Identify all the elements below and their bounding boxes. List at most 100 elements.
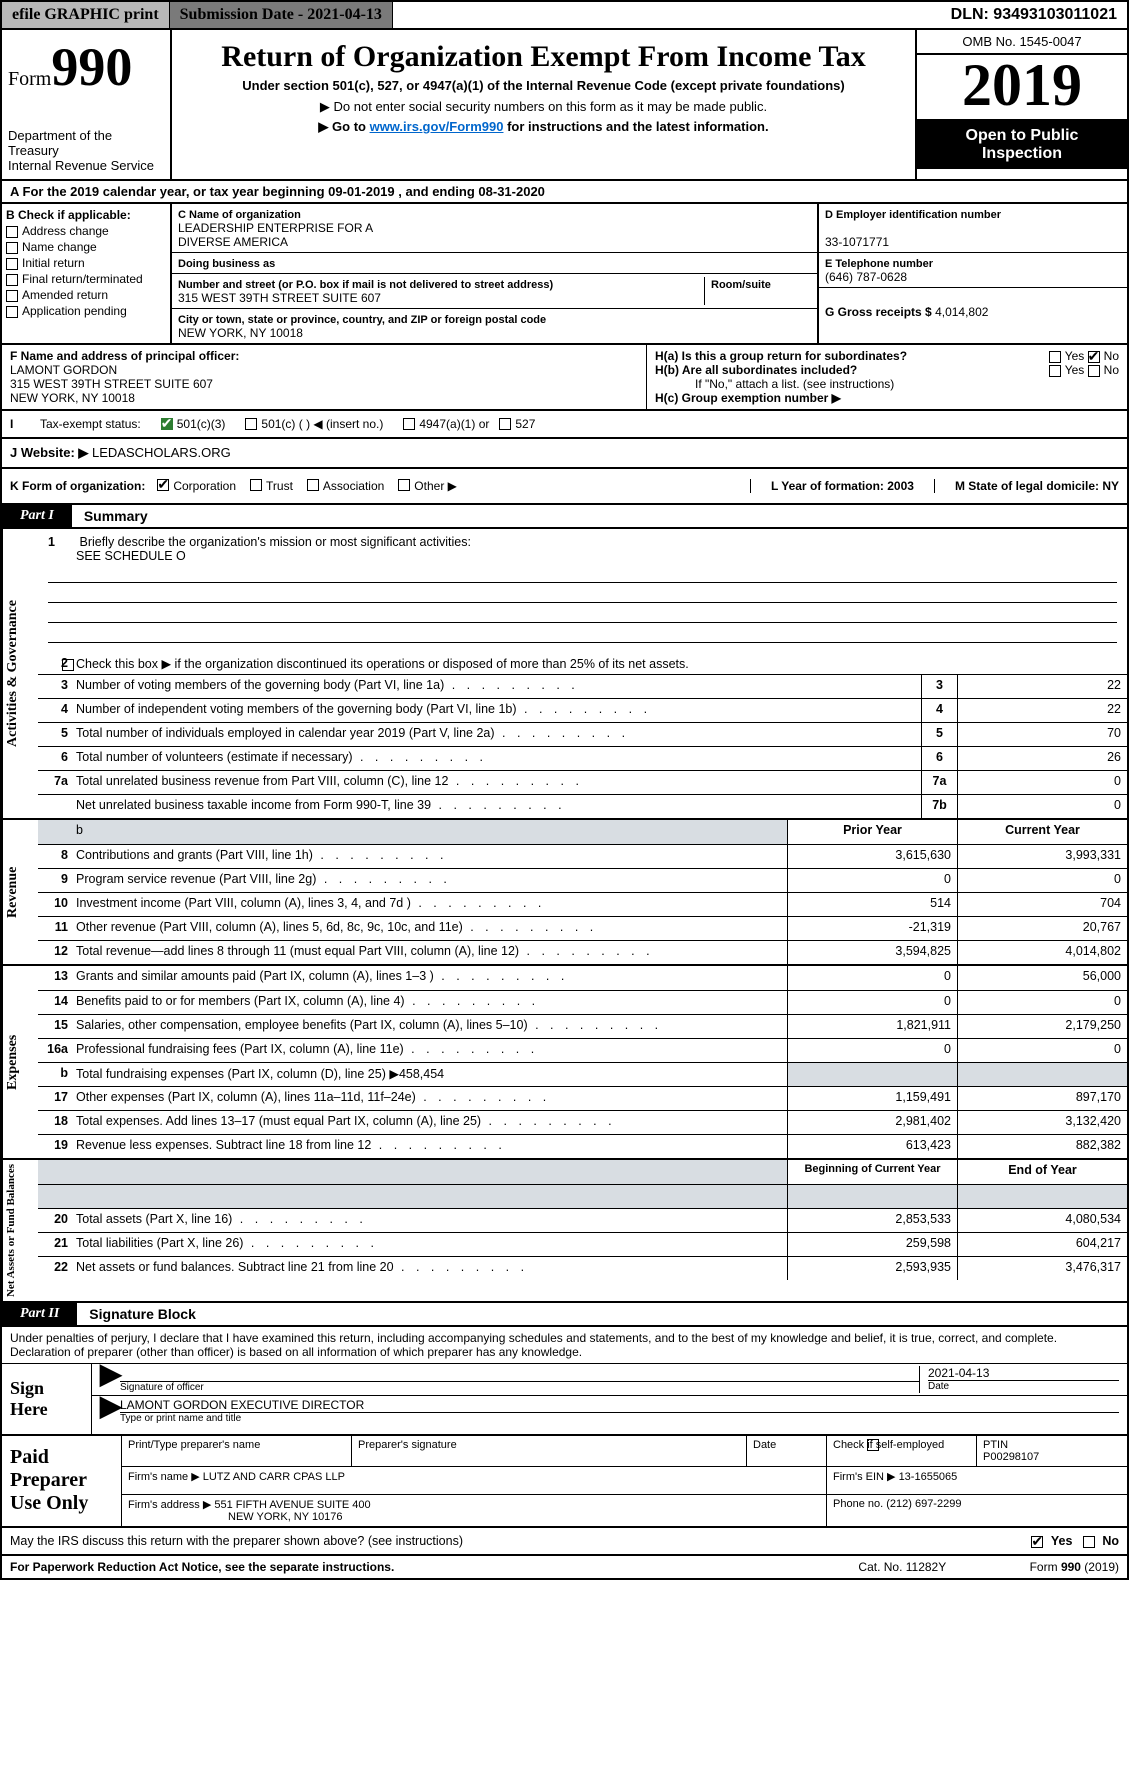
gross-value: 4,014,802 — [935, 305, 988, 319]
table-row: 22Net assets or fund balances. Subtract … — [38, 1256, 1127, 1280]
lbl-name-change: Name change — [22, 240, 97, 254]
chk-4947[interactable] — [403, 418, 415, 430]
b-label: B Check if applicable: — [6, 208, 166, 222]
chk-discuss-no[interactable] — [1083, 1536, 1095, 1548]
row-i-tax-status: I Tax-exempt status: 501(c)(3) 501(c) ( … — [0, 411, 1129, 439]
expenses-section: Expenses 13Grants and similar amounts pa… — [0, 966, 1129, 1160]
rev-head-b: b — [72, 820, 787, 844]
chk-final-return[interactable] — [6, 274, 18, 286]
open-public: Open to Public Inspection — [917, 121, 1127, 169]
hb-label: H(b) Are all subordinates included? — [655, 363, 1049, 377]
col-c: C Name of organization LEADERSHIP ENTERP… — [172, 204, 817, 343]
submission-date-btn[interactable]: Submission Date - 2021-04-13 — [170, 2, 393, 28]
table-row: 8Contributions and grants (Part VIII, li… — [38, 844, 1127, 868]
row-k: K Form of organization: Corporation Trus… — [0, 469, 1129, 505]
mission-line — [48, 565, 1117, 583]
col-right: D Employer identification number 33-1071… — [817, 204, 1127, 343]
efile-btn[interactable]: efile GRAPHIC print — [2, 2, 170, 28]
open1: Open to Public — [921, 127, 1123, 145]
table-row: 10Investment income (Part VIII, column (… — [38, 892, 1127, 916]
chk-ha-yes[interactable] — [1049, 351, 1061, 363]
lbl-final-return: Final return/terminated — [22, 272, 143, 286]
revenue-section: Revenue b Prior Year Current Year 8Contr… — [0, 820, 1129, 966]
chk-discontinued[interactable] — [62, 659, 74, 671]
city-value: NEW YORK, NY 10018 — [178, 326, 303, 340]
goto-pre: ▶ Go to — [318, 119, 369, 134]
table-row: 21Total liabilities (Part X, line 26)259… — [38, 1232, 1127, 1256]
chk-amended[interactable] — [6, 290, 18, 302]
f-label: F Name and address of principal officer: — [10, 349, 239, 363]
opt-trust: Trust — [266, 479, 293, 493]
preparer-name-lbl: Print/Type preparer's name — [122, 1436, 352, 1466]
note-goto: ▶ Go to www.irs.gov/Form990 for instruct… — [178, 119, 909, 135]
identity-block: B Check if applicable: Address change Na… — [0, 204, 1129, 345]
side-rev: Revenue — [2, 820, 38, 964]
header-mid: Return of Organization Exempt From Incom… — [172, 30, 917, 179]
table-row: 18Total expenses. Add lines 13–17 (must … — [38, 1110, 1127, 1134]
ein-value: 33-1071771 — [825, 235, 889, 249]
table-row: 6Total number of volunteers (estimate if… — [38, 746, 1127, 770]
gross-label: G Gross receipts $ — [825, 305, 932, 319]
chk-app-pending[interactable] — [6, 306, 18, 318]
chk-self-employed[interactable] — [867, 1439, 879, 1451]
preparer-date-lbl: Date — [747, 1436, 827, 1466]
form-subtitle: Under section 501(c), 527, or 4947(a)(1)… — [178, 78, 909, 93]
type-print-label: Type or print name and title — [120, 1413, 1119, 1424]
ha-label: H(a) Is this a group return for subordin… — [655, 349, 1049, 363]
chk-initial-return[interactable] — [6, 258, 18, 270]
chk-trust[interactable] — [250, 479, 262, 491]
chk-hb-no[interactable] — [1088, 365, 1100, 377]
chk-hb-yes[interactable] — [1049, 365, 1061, 377]
table-row: 20Total assets (Part X, line 16)2,853,53… — [38, 1208, 1127, 1232]
h-section: H(a) Is this a group return for subordin… — [647, 345, 1127, 409]
row16b-curr — [957, 1063, 1127, 1086]
mission-line — [48, 585, 1117, 603]
chk-discuss-yes[interactable] — [1031, 1536, 1043, 1548]
dba-label: Doing business as — [178, 258, 275, 270]
chk-assoc[interactable] — [307, 479, 319, 491]
opt-4947: 4947(a)(1) or — [419, 417, 489, 431]
table-row: 17Other expenses (Part IX, column (A), l… — [38, 1086, 1127, 1110]
table-row: 14Benefits paid to or for members (Part … — [38, 990, 1127, 1014]
footer-right: Form 990 (2019) — [1030, 1560, 1119, 1574]
header-right: OMB No. 1545-0047 2019 Open to Public In… — [917, 30, 1127, 179]
chk-527[interactable] — [499, 418, 511, 430]
ein-label: D Employer identification number — [825, 209, 1001, 221]
chk-address-change[interactable] — [6, 226, 18, 238]
firm-phone: (212) 697-2299 — [886, 1498, 961, 1510]
page-footer: For Paperwork Reduction Act Notice, see … — [0, 1556, 1129, 1580]
hb-yes: Yes — [1065, 363, 1085, 377]
head-prior: Prior Year — [787, 820, 957, 844]
part2-title: Signature Block — [77, 1303, 208, 1325]
l-year: L Year of formation: 2003 — [750, 479, 934, 493]
opt-527: 527 — [515, 417, 535, 431]
chk-corp[interactable] — [157, 479, 169, 491]
lbl-app-pending: Application pending — [22, 304, 127, 318]
table-row: 12Total revenue—add lines 8 through 11 (… — [38, 940, 1127, 964]
opt-501c: 501(c) ( ) ◀ (insert no.) — [261, 417, 383, 431]
firm-addr-lbl: Firm's address ▶ — [128, 1499, 211, 1511]
sign-here: Sign Here — [2, 1364, 92, 1434]
firm-addr2: NEW YORK, NY 10176 — [128, 1511, 343, 1523]
chk-other[interactable] — [398, 479, 410, 491]
chk-501c[interactable] — [245, 418, 257, 430]
chk-ha-no[interactable] — [1088, 351, 1100, 363]
org-name-1: LEADERSHIP ENTERPRISE FOR A — [178, 221, 373, 235]
form-number: 990 — [51, 37, 132, 97]
mission-line — [48, 625, 1117, 643]
hb-no: No — [1104, 363, 1119, 377]
ptin-label: PTIN — [983, 1439, 1121, 1451]
chk-name-change[interactable] — [6, 242, 18, 254]
chk-501c3[interactable] — [161, 418, 173, 430]
part2-tab: Part II — [2, 1303, 77, 1325]
goto-post: for instructions and the latest informat… — [503, 119, 768, 134]
declaration: Under penalties of perjury, I declare th… — [2, 1327, 1127, 1363]
officer-name-title: LAMONT GORDON EXECUTIVE DIRECTOR — [120, 1398, 1119, 1413]
part1-tab: Part I — [2, 505, 72, 527]
irs-link[interactable]: www.irs.gov/Form990 — [370, 119, 504, 134]
website-value[interactable]: LEDASCHOLARS.ORG — [92, 445, 231, 460]
dln: DLN: 93493103011021 — [941, 2, 1127, 28]
h-note: If "No," attach a list. (see instruction… — [655, 377, 1119, 391]
j-label: J Website: ▶ — [10, 445, 92, 460]
form-title: Return of Organization Exempt From Incom… — [178, 40, 909, 74]
